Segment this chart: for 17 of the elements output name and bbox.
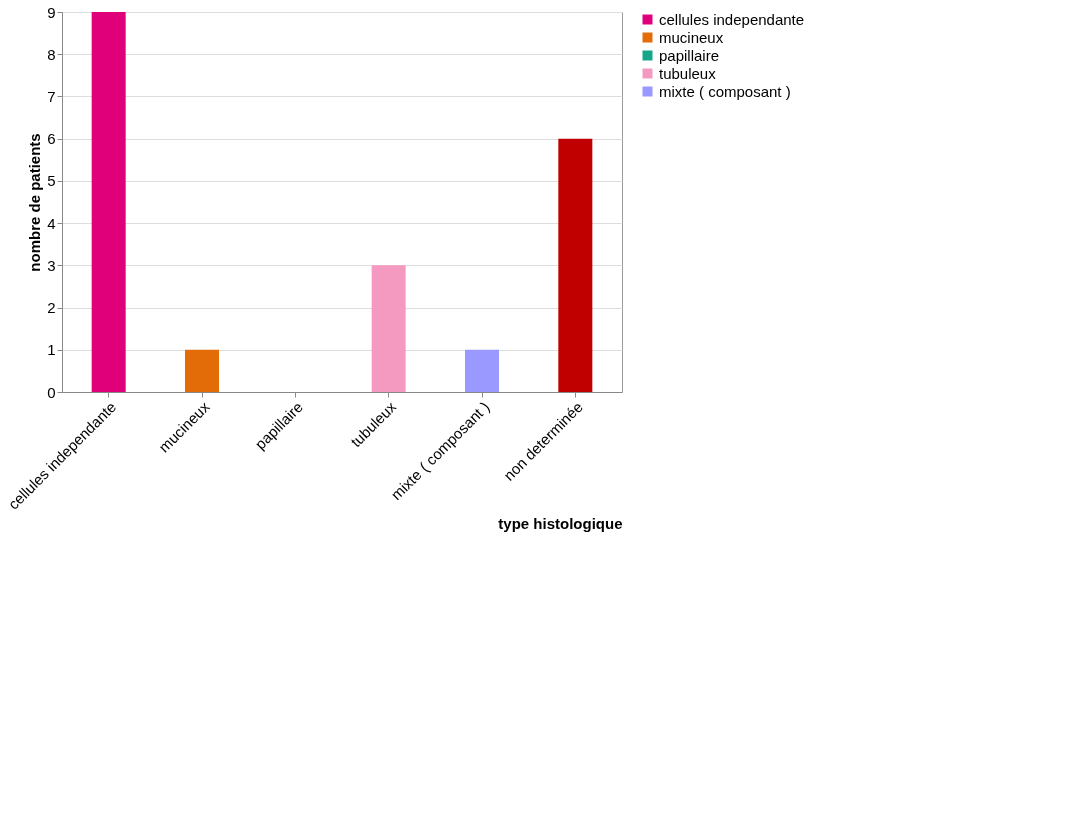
x-axis-title: type histologique <box>498 514 623 532</box>
legend-label: papillaire <box>659 46 720 64</box>
y-tick-label: 7 <box>47 87 56 105</box>
legend-label: tubuleux <box>659 64 717 82</box>
legend-label: mixte ( composant ) <box>659 82 791 100</box>
y-tick-label: 4 <box>47 214 56 232</box>
y-tick-label: 8 <box>47 45 56 63</box>
y-tick-label: 0 <box>47 383 56 401</box>
y-tick-label: 2 <box>47 299 56 317</box>
y-tick-label: 3 <box>47 256 56 274</box>
y-axis-title: nombre de patients <box>26 133 44 272</box>
legend-label: mucineux <box>659 28 724 46</box>
y-tick-label: 9 <box>47 3 56 21</box>
legend-label: cellules independante <box>659 10 805 28</box>
y-tick-label: 1 <box>47 341 56 359</box>
y-tick-label: 5 <box>47 172 56 190</box>
y-tick-label: 6 <box>47 130 56 148</box>
